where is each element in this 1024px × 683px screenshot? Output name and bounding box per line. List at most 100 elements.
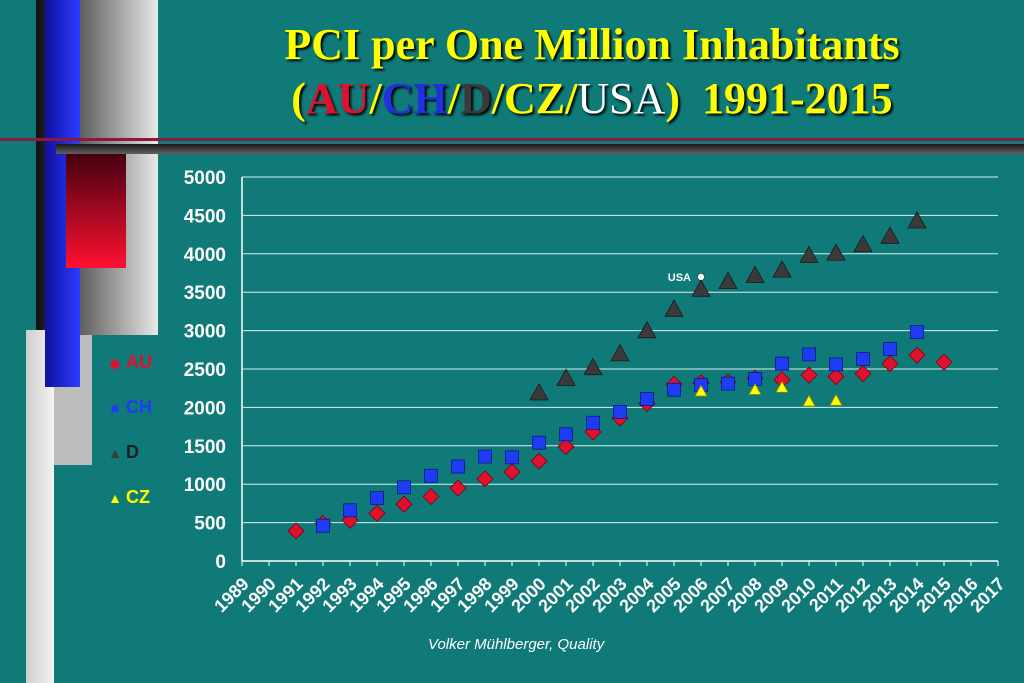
point-cz [694, 384, 708, 397]
point-d [772, 260, 792, 278]
point-cz [802, 394, 816, 407]
y-tick-label: 4000 [184, 245, 226, 266]
legend-item-ch: ■ CH [108, 397, 152, 418]
point-d [907, 210, 927, 229]
legend-marker-ch: ■ [110, 400, 120, 416]
legend-label-cz: CZ [126, 487, 150, 507]
footer-credit: Volker Mühlberger, Quality [428, 636, 605, 653]
y-tick-label: 1500 [184, 437, 226, 458]
point-ch [829, 357, 843, 372]
point-ch [667, 382, 681, 397]
legend-marker-d: ▲ [108, 445, 122, 461]
title-d: D [459, 74, 492, 123]
point-au [854, 365, 872, 383]
legend-item-d: ▲ D [108, 442, 139, 463]
point-au [935, 353, 953, 371]
point-ch [721, 376, 735, 391]
point-d [745, 265, 765, 283]
point-au [287, 522, 305, 540]
point-usa [697, 273, 705, 281]
point-au [422, 487, 440, 506]
y-tick-label: 3500 [184, 283, 226, 304]
title-usa: USA [577, 74, 666, 123]
point-d [529, 382, 549, 401]
point-ch [856, 352, 870, 366]
point-au [881, 355, 899, 373]
point-au [503, 463, 521, 481]
title-open-paren: ( [291, 74, 306, 123]
title-slash-3: /CZ/ [491, 74, 578, 123]
decor-bar-light [26, 330, 54, 683]
point-d [637, 320, 657, 339]
point-ch [370, 491, 384, 505]
point-ch [586, 415, 600, 430]
point-d [583, 357, 603, 376]
y-tick-label: 0 [215, 552, 226, 573]
y-tick-label: 1000 [184, 475, 226, 496]
point-ch [451, 459, 465, 474]
point-ch [883, 342, 897, 356]
legend-item-cz: ▲ CZ [108, 487, 150, 508]
title-line1: PCI per One Million Inhabitants [284, 20, 900, 69]
point-ch [613, 405, 627, 419]
y-tick-label: 500 [194, 514, 226, 535]
title-ch: CH [381, 74, 448, 123]
point-ch [559, 427, 573, 442]
legend-item-au: ◆ AU [108, 352, 152, 373]
legend-marker-au: ◆ [109, 355, 121, 371]
point-d [718, 271, 738, 290]
point-cz [748, 382, 762, 395]
legend-label-ch: CH [126, 397, 152, 417]
point-ch [532, 435, 546, 450]
title-au: AU [305, 74, 370, 123]
title-slash-2: / [447, 74, 460, 123]
title-slash-1: / [369, 74, 382, 123]
point-cz [775, 380, 789, 393]
point-d [664, 299, 684, 317]
point-d [853, 234, 873, 253]
y-tick-label: 4500 [184, 206, 226, 227]
point-au [557, 438, 575, 456]
y-tick-label: 3000 [184, 322, 226, 343]
point-au [449, 479, 467, 497]
legend-label-au: AU [126, 352, 152, 372]
decor-bar-red [66, 150, 126, 268]
point-ch [397, 480, 411, 495]
title-rule [0, 138, 1024, 141]
legend-marker-cz: ▲ [108, 490, 122, 506]
point-d [610, 343, 630, 362]
point-au [476, 470, 494, 488]
point-ch [775, 356, 789, 371]
title-shadow-bar [56, 144, 1024, 154]
point-ch [640, 392, 654, 406]
point-au [827, 368, 845, 386]
title-close-paren: ) [665, 74, 681, 123]
point-cz [829, 393, 843, 406]
annotation-usa-label: USA [668, 272, 691, 284]
point-au [800, 366, 818, 384]
point-d [556, 368, 576, 386]
point-au [908, 346, 926, 364]
point-ch [910, 325, 924, 340]
point-ch [343, 503, 357, 518]
page-title: PCI per One Million Inhabitants (AU/CH/D… [160, 18, 1024, 126]
title-years: 1991-2015 [702, 74, 893, 123]
point-ch [424, 468, 438, 483]
y-tick-label: 2000 [184, 398, 226, 419]
legend-label-d: D [126, 442, 139, 462]
point-d [880, 226, 900, 244]
point-d [799, 245, 819, 263]
y-tick-label: 5000 [184, 168, 226, 189]
point-ch [316, 518, 330, 533]
point-d [691, 279, 711, 297]
point-au [368, 504, 386, 522]
point-au [530, 452, 548, 470]
title-line2: (AU/CH/D/CZ/USA) 1991-2015 [160, 72, 1024, 126]
y-tick-label: 2500 [184, 360, 226, 381]
point-ch [505, 450, 519, 465]
point-au [395, 495, 413, 513]
point-ch [478, 449, 492, 464]
point-d [826, 243, 846, 261]
point-ch [802, 347, 816, 362]
